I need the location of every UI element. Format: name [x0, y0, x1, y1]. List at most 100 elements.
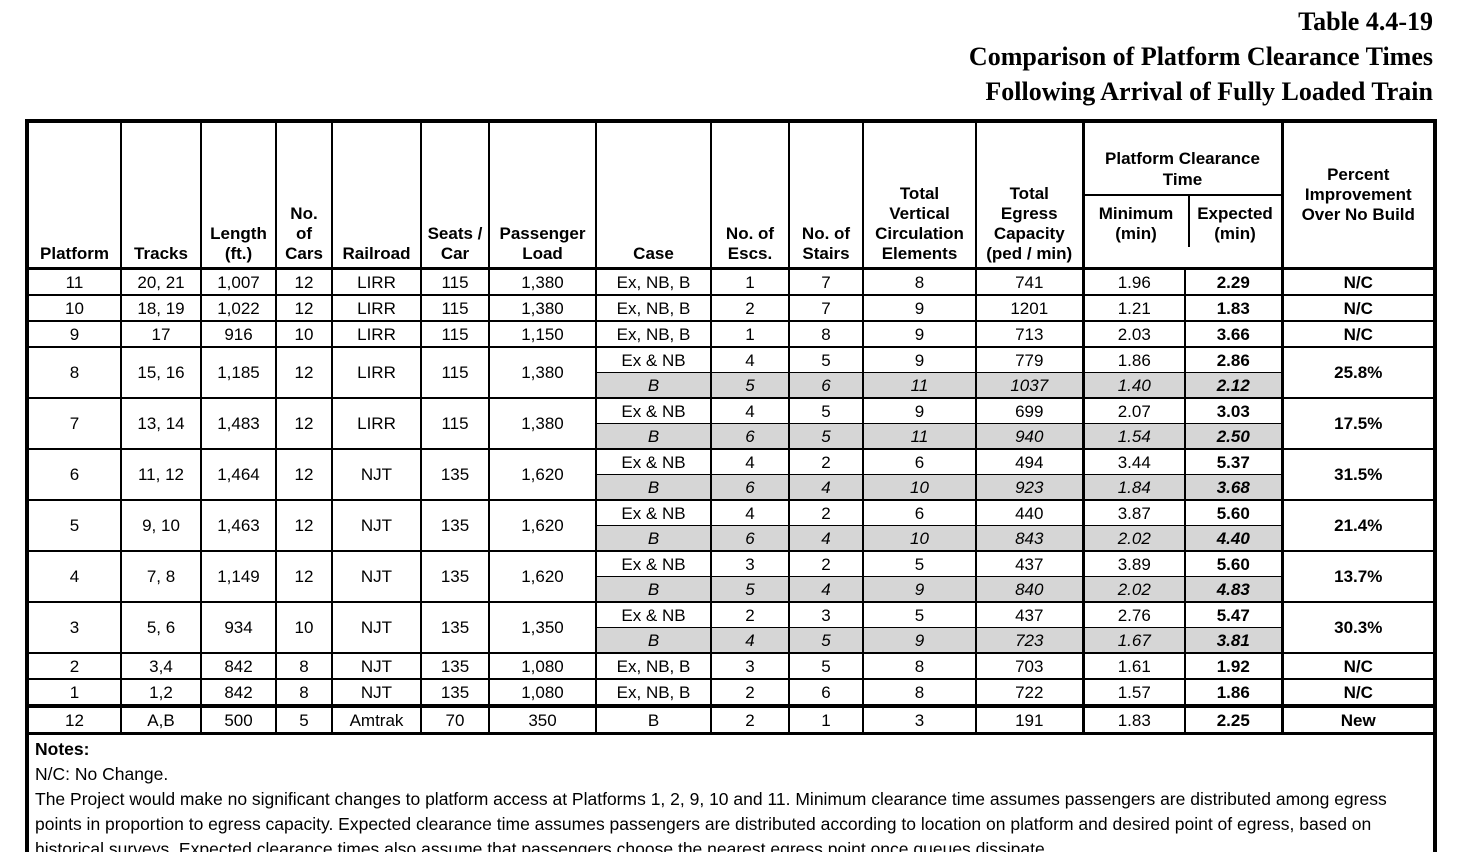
cell-stairs: 2: [788, 499, 864, 526]
col-header-expected: Expected (min): [1197, 204, 1273, 243]
cell-platform: 8: [26, 346, 122, 399]
cell-expected: 2.50: [1184, 423, 1284, 450]
cell-seats: 115: [420, 397, 490, 450]
cell-improvement: 17.5%: [1280, 397, 1436, 450]
cell-capacity: 840: [975, 576, 1084, 603]
cell-expected: 2.29: [1184, 267, 1284, 296]
cell-tracks: 17: [120, 320, 202, 348]
cell-cars: 10: [275, 320, 333, 348]
cell-capacity: 1037: [975, 372, 1084, 399]
cell-expected: 4.40: [1184, 525, 1284, 552]
cell-seats: 115: [420, 267, 490, 296]
cell-elements: 6: [862, 499, 977, 526]
cell-stairs: 6: [788, 678, 864, 707]
cell-improvement: 31.5%: [1280, 448, 1436, 501]
cell-case: Ex, NB, B: [595, 652, 712, 680]
cell-seats: 135: [420, 499, 490, 552]
platform-row-build-case: B 5 4 9 840 2.02 4.83: [27, 576, 1435, 603]
cell-minimum: 3.44: [1081, 448, 1186, 475]
cell-railroad: LIRR: [331, 267, 422, 296]
cell-escs: 6: [710, 474, 790, 501]
cell-seats: 70: [420, 704, 490, 735]
cell-improvement: N/C: [1280, 320, 1436, 348]
cell-length: 934: [200, 601, 277, 654]
cell-capacity: 779: [975, 346, 1084, 373]
cell-improvement: 21.4%: [1280, 499, 1436, 552]
cell-stairs: 5: [788, 652, 864, 680]
cell-length: 1,464: [200, 448, 277, 501]
cell-tracks: 3,4: [120, 652, 202, 680]
col-header-improvement: Percent Improvement Over No Build: [1281, 120, 1436, 270]
col-header-platform: Platform: [26, 120, 122, 270]
cell-escs: 2: [710, 601, 790, 628]
cell-escs: 5: [710, 372, 790, 399]
notes-section: Notes: N/C: No Change. The Project would m…: [27, 732, 1435, 852]
cell-stairs: 4: [788, 576, 864, 603]
platform-row-build-case: B 4 5 9 723 1.67 3.81: [27, 627, 1435, 654]
notes-heading: Notes:: [35, 739, 90, 759]
platform-row: 7 13, 14 1,483 12 LIRR 115 1,380 Ex & NB 4 5 9 699 2…: [26, 397, 1436, 450]
platform-row: 2 3,4 842 8 NJT 135 1,080 Ex, NB, B 3 5 8 703 1.61 1.…: [26, 652, 1436, 680]
cell-expected: 4.83: [1184, 576, 1284, 603]
cell-railroad: LIRR: [331, 397, 422, 450]
cell-load: 1,620: [488, 499, 597, 552]
cell-stairs: 8: [788, 320, 864, 348]
cell-expected: 5.47: [1184, 601, 1284, 628]
platform-row-build-case: B 6 4 10 843 2.02 4.40: [27, 525, 1435, 552]
cell-load: 1,380: [488, 346, 597, 399]
cell-expected: 5.60: [1184, 499, 1284, 526]
clearance-table: Platform Tracks Length (ft.) No. of Cars…: [25, 119, 1437, 852]
cell-length: 842: [200, 678, 277, 707]
cell-minimum: 1.84: [1081, 474, 1186, 501]
cell-case: Ex & NB: [595, 601, 712, 628]
cell-platform: 4: [26, 550, 122, 603]
cell-escs: 2: [710, 678, 790, 707]
cell-capacity: 713: [975, 320, 1084, 348]
cell-escs: 4: [710, 627, 790, 654]
cell-tracks: 15, 16: [120, 346, 202, 399]
cell-tracks: 20, 21: [120, 267, 202, 296]
cell-cars: 12: [275, 294, 333, 322]
cell-tracks: 11, 12: [120, 448, 202, 501]
cell-improvement: N/C: [1280, 652, 1436, 680]
cell-elements: 9: [862, 576, 977, 603]
cell-railroad: LIRR: [331, 346, 422, 399]
cell-load: 1,620: [488, 448, 597, 501]
cell-cars: 8: [275, 652, 333, 680]
cell-seats: 135: [420, 678, 490, 707]
header-row: Platform Tracks Length (ft.) No. of Cars…: [26, 120, 1436, 270]
cell-escs: 3: [710, 652, 790, 680]
cell-expected: 2.25: [1184, 704, 1284, 735]
cell-elements: 9: [862, 294, 977, 322]
cell-railroad: LIRR: [331, 320, 422, 348]
note-line: The Project would make no significant ch…: [35, 789, 1387, 852]
cell-tracks: 5, 6: [120, 601, 202, 654]
cell-load: 1,620: [488, 550, 597, 603]
cell-minimum: 1.61: [1081, 652, 1186, 680]
cell-platform: 11: [26, 267, 122, 296]
cell-capacity: 940: [975, 423, 1084, 450]
cell-stairs: 5: [788, 346, 864, 373]
cell-platform: 9: [26, 320, 122, 348]
cell-minimum: 1.67: [1081, 627, 1186, 654]
col-header-railroad: Railroad: [331, 120, 422, 270]
cell-cars: 10: [275, 601, 333, 654]
cell-elements: 8: [862, 652, 977, 680]
cell-capacity: 741: [975, 267, 1084, 296]
cell-platform: 3: [26, 601, 122, 654]
cell-expected: 5.37: [1184, 448, 1284, 475]
cell-escs: 4: [710, 346, 790, 373]
cell-tracks: 18, 19: [120, 294, 202, 322]
cell-seats: 135: [420, 448, 490, 501]
cell-capacity: 440: [975, 499, 1084, 526]
cell-stairs: 5: [788, 423, 864, 450]
cell-elements: 5: [862, 550, 977, 577]
cell-stairs: 2: [788, 448, 864, 475]
platform-row: 8 15, 16 1,185 12 LIRR 115 1,380 Ex & NB 4 5 9 779 1…: [26, 346, 1436, 399]
table-title-line1: Comparison of Platform Clearance Times: [968, 42, 1433, 71]
cell-cars: 12: [275, 267, 333, 296]
cell-railroad: LIRR: [331, 294, 422, 322]
cell-cars: 12: [275, 346, 333, 399]
